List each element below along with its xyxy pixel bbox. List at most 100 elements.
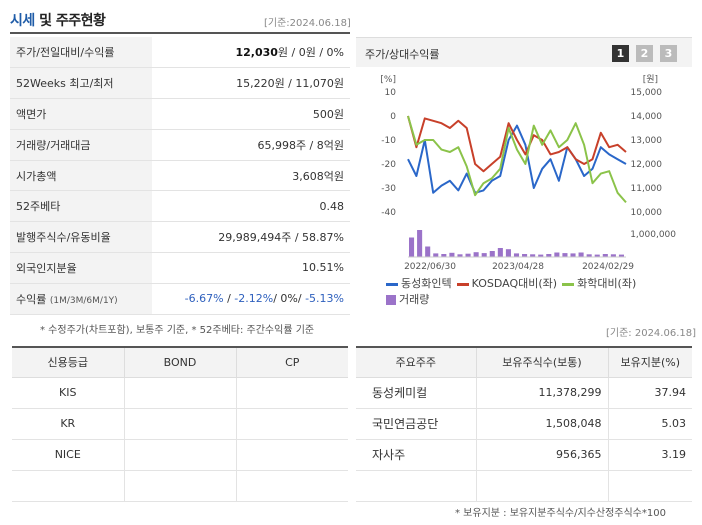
stat-key: 외국인지분율 bbox=[10, 252, 152, 284]
legend-item: KOSDAQ대비(좌) bbox=[456, 276, 558, 292]
table-row: 자사주 956,365 3.19 bbox=[356, 439, 692, 471]
chart-legend: 동성화인텍 KOSDAQ대비(좌) 화학대비(좌) 거래량 bbox=[386, 276, 702, 308]
table-cell: KIS bbox=[12, 377, 124, 409]
legend-swatch bbox=[456, 282, 469, 286]
return-1y: -5.13% bbox=[305, 292, 344, 306]
reference-date: [기준: 2024.06.18] bbox=[606, 328, 697, 339]
chart-page-3-button[interactable]: 3 bbox=[660, 45, 677, 62]
table-cell bbox=[123, 470, 236, 502]
volume-bar bbox=[409, 237, 415, 257]
shares-held bbox=[475, 470, 608, 502]
price-unit: 원 bbox=[277, 46, 289, 60]
chart-title: 주가/상대수익률 bbox=[365, 48, 440, 61]
column-header: 보유주식수(보통) bbox=[475, 347, 608, 378]
volume-bar bbox=[497, 248, 503, 257]
table-row: 주가/전일대비/수익률 12,030원 / 0원 / 0% bbox=[10, 37, 350, 69]
credit-rating-table: 신용등급 BOND CP KIS KR NICE bbox=[12, 346, 348, 502]
price-stats-table: 주가/전일대비/수익률 12,030원 / 0원 / 0% 52Weeks 최고… bbox=[10, 37, 350, 315]
table-row: 국민연금공단 1,508,048 5.03 bbox=[356, 408, 692, 440]
ownership-pct: 5.03 bbox=[607, 408, 692, 440]
table-cell: KR bbox=[12, 408, 124, 440]
stat-key: 거래량/거래대금 bbox=[10, 129, 152, 161]
volume-bar bbox=[618, 254, 624, 257]
stat-value: 15,220원 / 11,070원 bbox=[152, 67, 350, 100]
series-line bbox=[407, 115, 627, 173]
volume-bar bbox=[489, 251, 495, 257]
stats-footnote: * 수정주가(차트포함), 보통주 기준, * 52주베타: 주간수익률 기준 bbox=[40, 325, 315, 336]
price-change: / 0원 / 0% bbox=[288, 46, 344, 60]
shares-held: 956,365 bbox=[475, 439, 608, 471]
legend-item: 화학대비(좌) bbox=[562, 276, 636, 292]
series-line bbox=[407, 115, 627, 204]
table-row: 발행주식수/유동비율 29,989,494주 / 58.87% bbox=[10, 221, 350, 254]
price-chart: [%] [원] 10 15,000 0 14,000 -10 13,000 -20 12,000 -… bbox=[380, 74, 676, 272]
legend-label: 거래량 bbox=[399, 293, 430, 306]
legend-swatch bbox=[562, 282, 575, 286]
shares-held: 11,378,299 bbox=[475, 377, 608, 409]
volume-bar bbox=[530, 254, 536, 257]
volume-bar bbox=[433, 253, 439, 257]
x-tick-label: 2024/02/29 bbox=[582, 262, 634, 272]
table-cell bbox=[235, 470, 348, 502]
left-tick-label: -40 bbox=[381, 208, 396, 218]
volume-bar bbox=[586, 254, 592, 257]
volume-bar bbox=[457, 254, 463, 257]
table-header-row: 신용등급 BOND CP bbox=[12, 347, 348, 378]
legend-item: 거래량 bbox=[386, 292, 429, 308]
stat-key: 액면가 bbox=[10, 98, 152, 130]
chart-page-1-button[interactable]: 1 bbox=[612, 45, 629, 62]
stat-key: 시가총액 bbox=[10, 160, 152, 192]
table-row: KIS bbox=[12, 377, 348, 409]
ownership-pct: 37.94 bbox=[607, 377, 692, 409]
volume-bar bbox=[522, 254, 528, 257]
sep: / bbox=[273, 292, 281, 306]
right-tick-label: 10,000 bbox=[631, 208, 663, 218]
table-row: 52주베타 0.48 bbox=[10, 190, 350, 223]
table-row bbox=[12, 470, 348, 502]
major-shareholders-table: 주요주주 보유주식수(보통) 보유지분(%) 동성케미컬 11,378,299 … bbox=[356, 346, 692, 502]
legend-label: 동성화인텍 bbox=[401, 277, 452, 290]
ownership-pct bbox=[607, 470, 692, 502]
column-header: CP bbox=[235, 347, 348, 378]
legend-swatch bbox=[386, 282, 398, 286]
left-tick-label: -10 bbox=[381, 136, 396, 146]
title-highlight: 시세 bbox=[10, 13, 35, 29]
column-header: 신용등급 bbox=[12, 347, 124, 378]
volume-bar bbox=[513, 253, 520, 257]
stat-value: 0.48 bbox=[152, 190, 350, 223]
stat-key-sub: (1M/3M/6M/1Y) bbox=[49, 295, 118, 306]
left-tick-label: 0 bbox=[390, 112, 396, 122]
legend-item: 동성화인텍 bbox=[386, 276, 452, 292]
volume-bar bbox=[578, 252, 584, 257]
shareholder-name: 국민연금공단 bbox=[356, 408, 476, 440]
right-axis-unit: [원] bbox=[643, 74, 658, 85]
stat-value: 29,989,494주 / 58.87% bbox=[152, 221, 350, 254]
x-tick-label: 2022/06/30 bbox=[404, 262, 456, 272]
column-header: 주요주주 bbox=[356, 347, 476, 378]
legend-swatch bbox=[386, 295, 396, 305]
volume-bar bbox=[441, 254, 447, 257]
left-axis-unit: [%] bbox=[380, 75, 396, 85]
section-title: 시세 및 주주현황 bbox=[10, 10, 106, 30]
legend-label: KOSDAQ대비(좌) bbox=[471, 277, 558, 290]
stat-value: -6.67% / -2.12%/ 0%/ -5.13% bbox=[152, 283, 350, 315]
table-cell: NICE bbox=[12, 439, 124, 471]
legend-label: 화학대비(좌) bbox=[577, 277, 637, 290]
return-1m: -6.67% bbox=[184, 292, 224, 306]
sep: / bbox=[227, 292, 235, 306]
right-tick-label: 11,000 bbox=[631, 184, 663, 194]
divider bbox=[10, 32, 350, 34]
table-cell bbox=[123, 439, 236, 471]
column-header: 보유지분(%) bbox=[607, 347, 692, 378]
volume-bar bbox=[505, 249, 511, 257]
stat-value: 3,608억원 bbox=[152, 160, 350, 192]
table-row: KR bbox=[12, 408, 348, 440]
volume-bar bbox=[610, 254, 616, 257]
table-cell bbox=[235, 408, 348, 440]
shareholder-name: 동성케미컬 bbox=[356, 377, 476, 409]
chart-page-2-button[interactable]: 2 bbox=[636, 45, 653, 62]
volume-bar bbox=[417, 230, 423, 257]
return-3m: -2.12% bbox=[234, 292, 274, 306]
volume-bar bbox=[546, 254, 552, 257]
volume-bar bbox=[554, 252, 560, 257]
